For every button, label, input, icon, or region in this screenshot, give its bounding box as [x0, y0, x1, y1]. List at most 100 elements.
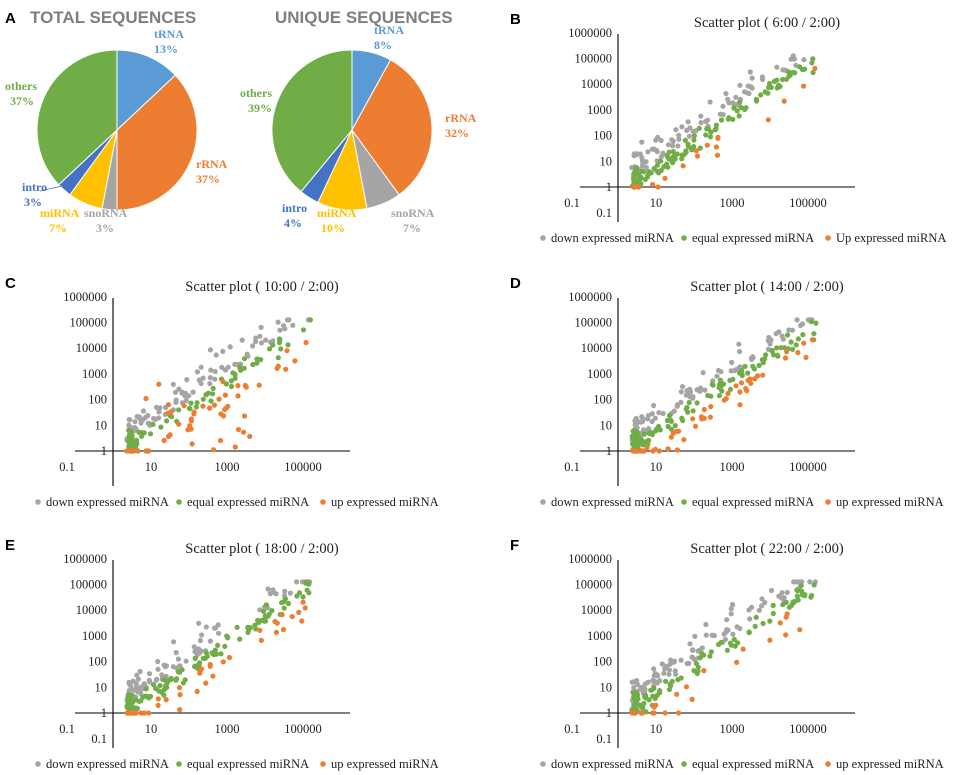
equal-point — [126, 432, 132, 439]
y-tick-label: 10 — [600, 154, 613, 168]
up-point — [714, 152, 721, 158]
equal-point — [169, 414, 175, 420]
y-tick-label: 1000000 — [63, 290, 107, 304]
x-tick-label: 100000 — [789, 722, 827, 736]
legend-label-equal: equal expressed miRNA — [692, 495, 814, 509]
up-point — [257, 627, 263, 634]
down-point — [139, 684, 145, 690]
equal-point — [151, 682, 157, 688]
equal-point — [654, 168, 660, 174]
equal-point — [727, 377, 733, 383]
equal-point — [752, 623, 758, 630]
legend-marker-equal — [681, 499, 687, 505]
up-point — [207, 405, 213, 411]
equal-point — [277, 337, 283, 343]
down-point — [179, 390, 185, 396]
equal-point — [664, 153, 670, 159]
legend-marker-up — [320, 761, 326, 767]
legend-label-down: down expressed miRNA — [46, 495, 169, 509]
equal-point — [148, 693, 154, 700]
equal-point — [731, 636, 737, 643]
y-tick-label: 0.1 — [596, 732, 612, 746]
up-point — [134, 448, 141, 454]
up-point — [670, 430, 676, 436]
equal-point — [144, 693, 150, 699]
down-point — [146, 671, 153, 677]
y-tick-label: 1000 — [587, 367, 612, 381]
scatter-points — [124, 317, 313, 454]
pie-label-mirna: miRNA — [40, 206, 80, 220]
down-point — [270, 338, 276, 344]
down-point — [671, 408, 677, 414]
up-point — [737, 389, 743, 395]
equal-point — [658, 167, 664, 174]
up-point — [292, 358, 298, 364]
up-point — [210, 673, 216, 679]
down-point — [692, 633, 698, 640]
pie-label-trna: tRNA — [154, 27, 184, 41]
down-point — [212, 376, 218, 382]
equal-point — [808, 319, 814, 325]
down-point — [275, 319, 281, 325]
up-point — [176, 421, 182, 427]
up-point — [146, 710, 152, 716]
down-point — [698, 113, 704, 119]
down-point — [171, 639, 177, 645]
down-point — [747, 69, 753, 75]
equal-point — [644, 174, 651, 180]
up-point — [188, 418, 194, 424]
scatter-points — [629, 53, 818, 190]
equal-point — [265, 613, 271, 619]
x-tick-label: 0.1 — [564, 196, 580, 210]
down-point — [784, 589, 790, 596]
up-point — [652, 446, 658, 452]
equal-point — [164, 684, 170, 691]
equal-point — [776, 82, 782, 88]
up-point — [797, 627, 803, 633]
up-point — [207, 661, 213, 668]
down-point — [153, 404, 160, 410]
equal-point — [196, 662, 202, 668]
equal-point — [228, 378, 234, 384]
up-point — [302, 605, 308, 611]
equal-point — [161, 677, 167, 683]
legend-marker-down — [540, 499, 546, 505]
down-point — [660, 410, 666, 417]
up-point — [256, 382, 262, 388]
equal-point — [150, 421, 156, 427]
equal-point — [670, 160, 676, 166]
down-point — [737, 82, 743, 88]
equal-point — [188, 400, 194, 406]
legend-label-down: down expressed miRNA — [46, 757, 169, 771]
down-point — [220, 348, 226, 354]
up-point — [194, 688, 200, 695]
up-point — [695, 153, 701, 159]
equal-point — [256, 619, 262, 626]
equal-point — [652, 695, 658, 702]
up-point — [782, 355, 789, 361]
equal-point — [203, 391, 210, 397]
equal-point — [694, 400, 700, 406]
equal-point — [770, 610, 776, 617]
down-point — [737, 348, 743, 355]
down-point — [258, 324, 264, 330]
pie-value-intro: 3% — [24, 195, 42, 209]
equal-point — [648, 687, 654, 693]
pie-value-mirna: 7% — [49, 221, 67, 235]
equal-point — [710, 382, 716, 388]
down-point — [198, 648, 204, 654]
down-point — [700, 370, 706, 376]
up-point — [247, 433, 253, 439]
down-point — [658, 154, 665, 160]
up-point — [289, 614, 295, 620]
down-point — [703, 621, 709, 628]
equal-point — [712, 127, 718, 133]
equal-point — [809, 60, 815, 66]
y-tick-label: 1000 — [82, 629, 107, 643]
equal-point — [756, 362, 762, 369]
equal-point — [269, 608, 275, 614]
down-point — [212, 625, 218, 631]
up-point — [232, 444, 238, 450]
